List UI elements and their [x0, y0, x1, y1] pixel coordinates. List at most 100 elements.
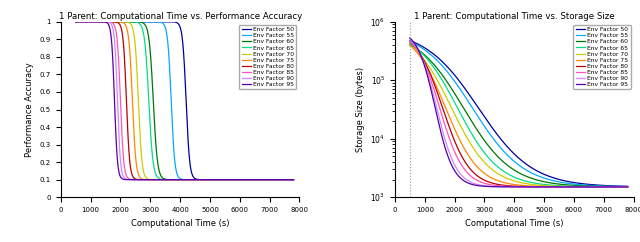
- Env Factor 80: [624, 185, 632, 188]
- Env Factor 70: [620, 185, 627, 188]
- Env Factor 95: [624, 185, 632, 188]
- Env Factor 60: [444, 81, 451, 84]
- Line: Env Factor 95: Env Factor 95: [410, 38, 628, 187]
- Env Factor 70: [490, 169, 497, 172]
- Env Factor 70: [97, 20, 104, 23]
- Env Factor 80: [109, 20, 117, 23]
- Env Factor 85: [165, 178, 173, 181]
- Env Factor 90: [624, 185, 632, 188]
- Env Factor 65: [596, 185, 604, 188]
- Line: Env Factor 80: Env Factor 80: [410, 42, 628, 187]
- Line: Env Factor 50: Env Factor 50: [76, 22, 294, 180]
- Env Factor 80: [165, 178, 173, 181]
- Env Factor 60: [620, 185, 627, 188]
- Env Factor 60: [290, 178, 298, 181]
- Env Factor 70: [290, 178, 298, 181]
- Env Factor 85: [109, 23, 117, 25]
- Env Factor 50: [156, 20, 163, 23]
- Env Factor 65: [165, 178, 173, 181]
- Env Factor 85: [620, 185, 627, 188]
- Env Factor 90: [444, 146, 451, 149]
- X-axis label: Computational Time (s): Computational Time (s): [131, 219, 229, 227]
- Env Factor 95: [97, 20, 104, 23]
- Env Factor 60: [72, 20, 79, 23]
- Env Factor 85: [156, 178, 163, 181]
- Env Factor 65: [624, 185, 632, 188]
- Title: 1 Parent: Computational Time vs. Storage Size: 1 Parent: Computational Time vs. Storage…: [414, 12, 614, 21]
- Env Factor 85: [431, 90, 438, 93]
- Env Factor 95: [431, 104, 438, 107]
- Env Factor 95: [499, 185, 507, 188]
- Env Factor 80: [620, 185, 627, 188]
- Env Factor 70: [444, 98, 451, 101]
- Title: 1 Parent: Computational Time vs. Performance Accuracy: 1 Parent: Computational Time vs. Perform…: [58, 12, 301, 21]
- Env Factor 80: [188, 178, 195, 181]
- Env Factor 50: [285, 178, 293, 181]
- Env Factor 85: [285, 178, 293, 181]
- Line: Env Factor 50: Env Factor 50: [410, 40, 628, 186]
- Env Factor 60: [165, 178, 173, 181]
- Env Factor 90: [406, 37, 413, 40]
- Env Factor 60: [97, 20, 104, 23]
- Env Factor 85: [444, 132, 451, 135]
- Env Factor 95: [156, 178, 163, 181]
- Env Factor 80: [444, 121, 451, 124]
- Line: Env Factor 60: Env Factor 60: [76, 22, 294, 180]
- Env Factor 75: [490, 177, 497, 180]
- Env Factor 70: [109, 20, 117, 23]
- Env Factor 90: [290, 178, 298, 181]
- Env Factor 75: [199, 178, 207, 181]
- Line: Env Factor 75: Env Factor 75: [76, 22, 294, 180]
- Env Factor 70: [406, 44, 413, 47]
- Env Factor 55: [620, 185, 627, 188]
- Env Factor 80: [431, 84, 438, 87]
- Env Factor 70: [262, 178, 269, 181]
- Env Factor 55: [285, 178, 293, 181]
- Env Factor 65: [285, 178, 293, 181]
- Y-axis label: Storage Size (bytes): Storage Size (bytes): [356, 67, 365, 152]
- Env Factor 95: [262, 178, 269, 181]
- Env Factor 55: [444, 71, 451, 74]
- Env Factor 50: [72, 20, 79, 23]
- Env Factor 50: [499, 140, 507, 143]
- Env Factor 90: [97, 20, 104, 23]
- Env Factor 75: [156, 178, 163, 181]
- Env Factor 85: [624, 185, 632, 188]
- Line: Env Factor 60: Env Factor 60: [410, 44, 628, 187]
- Env Factor 80: [490, 182, 497, 185]
- Line: Env Factor 55: Env Factor 55: [76, 22, 294, 180]
- Env Factor 60: [285, 178, 293, 181]
- Env Factor 50: [165, 20, 173, 23]
- Line: Env Factor 95: Env Factor 95: [76, 22, 294, 180]
- Env Factor 60: [499, 160, 507, 163]
- Env Factor 80: [262, 178, 269, 181]
- Line: Env Factor 85: Env Factor 85: [410, 41, 628, 187]
- Line: Env Factor 90: Env Factor 90: [76, 22, 294, 180]
- Env Factor 85: [596, 185, 604, 188]
- Env Factor 80: [72, 20, 79, 23]
- Env Factor 65: [109, 20, 117, 23]
- Env Factor 80: [596, 185, 604, 188]
- Line: Env Factor 90: Env Factor 90: [410, 39, 628, 187]
- Env Factor 65: [290, 178, 298, 181]
- Env Factor 60: [262, 178, 269, 181]
- Env Factor 90: [72, 20, 79, 23]
- Env Factor 75: [499, 181, 507, 184]
- Env Factor 55: [596, 184, 604, 187]
- Env Factor 65: [72, 20, 79, 23]
- Env Factor 55: [624, 185, 632, 188]
- Env Factor 65: [97, 20, 104, 23]
- Env Factor 50: [444, 66, 451, 68]
- Env Factor 75: [444, 111, 451, 114]
- Env Factor 50: [109, 20, 117, 23]
- Y-axis label: Performance Accuracy: Performance Accuracy: [25, 62, 35, 157]
- Env Factor 95: [290, 178, 298, 181]
- Env Factor 55: [72, 20, 79, 23]
- Env Factor 65: [620, 185, 627, 188]
- Env Factor 55: [109, 20, 117, 23]
- Env Factor 60: [596, 185, 604, 188]
- Env Factor 75: [290, 178, 298, 181]
- Env Factor 65: [444, 88, 451, 91]
- Legend: Env Factor 50, Env Factor 55, Env Factor 60, Env Factor 65, Env Factor 70, Env F: Env Factor 50, Env Factor 55, Env Factor…: [573, 25, 630, 89]
- Env Factor 75: [620, 185, 627, 188]
